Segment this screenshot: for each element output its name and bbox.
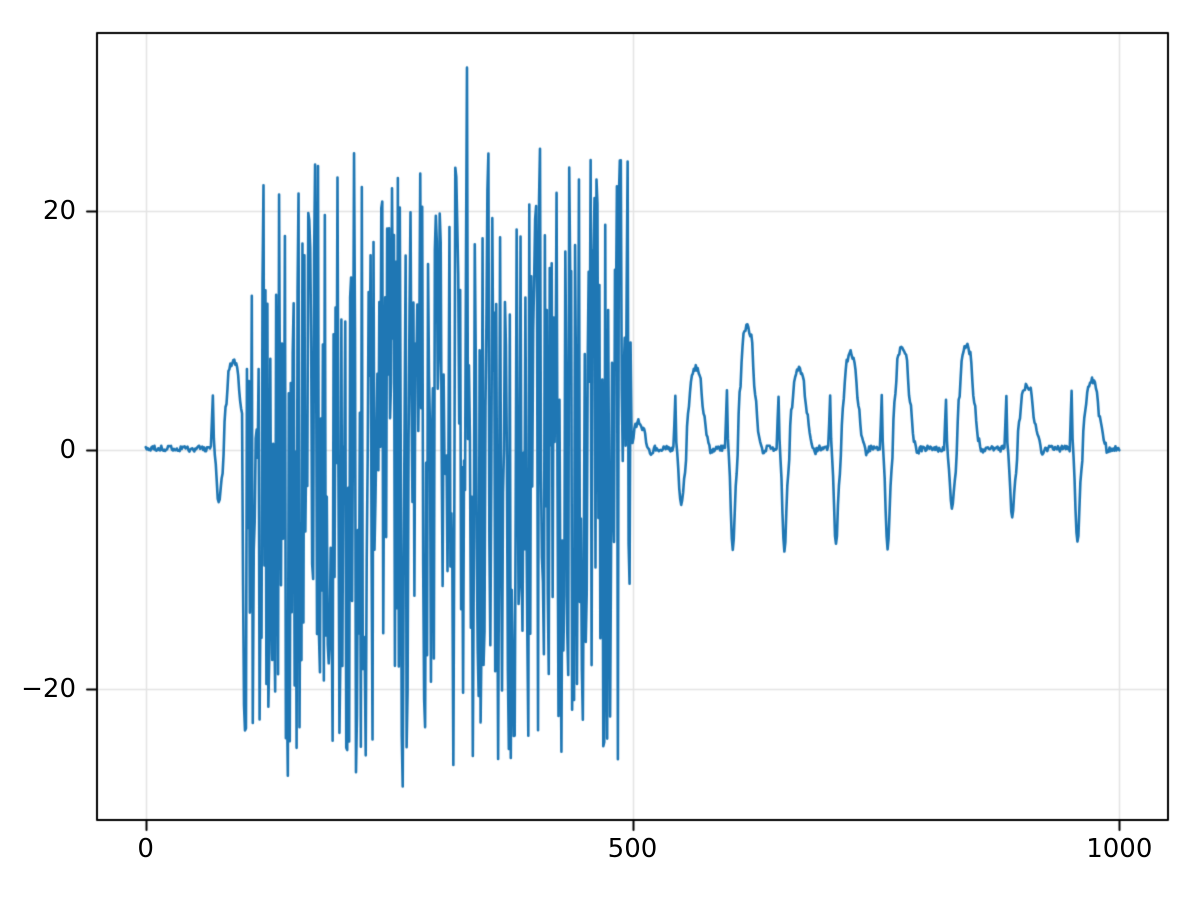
y-tick-label-0: 20: [42, 195, 76, 226]
y-tick-label-2: −20: [21, 673, 76, 704]
y-tick-label-1: 0: [59, 434, 76, 465]
x-tick-label-0: 0: [137, 834, 154, 864]
x-tick-label-2: 1000: [1086, 834, 1153, 864]
x-tick-label-1: 500: [607, 834, 658, 864]
